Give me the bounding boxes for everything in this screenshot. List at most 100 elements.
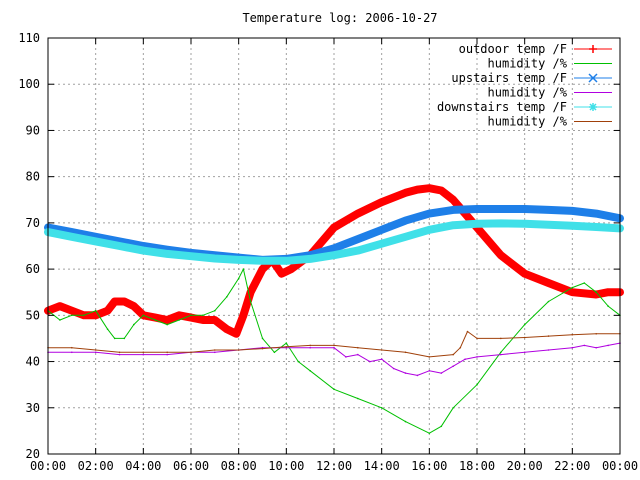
data-point [547,300,550,303]
data-point [166,353,168,356]
data-point [547,335,550,337]
x-tick-label: 04:00 [125,459,161,473]
data-point [452,407,455,409]
data-point [118,351,121,354]
x-tick-label: 06:00 [173,459,209,473]
data-point [357,353,359,356]
data-point [583,344,586,347]
data-point [202,314,204,317]
data-point [451,208,455,212]
data-point [499,207,503,211]
data-point [547,349,550,351]
data-point [415,188,419,192]
data-point [523,351,526,354]
data-point [153,316,157,320]
data-point [213,318,217,322]
data-point [94,309,97,312]
data-point [606,290,610,294]
data-point [380,228,384,232]
legend-label: outdoor temp /F [459,42,567,56]
legend-label: humidity /% [488,115,568,129]
data-point [237,258,241,262]
data-point [595,291,597,294]
data-point [190,351,192,354]
data-point [475,207,479,211]
data-point [214,309,216,312]
y-tick-label: 100 [18,77,40,91]
data-point [234,332,238,336]
data-point [285,342,288,344]
data-point [273,351,276,354]
data-point [380,242,384,246]
data-point [356,237,360,241]
data-point [178,319,180,321]
x-axis: 00:00 02:00 04:00 06:00 08:00 10:00 12:00 14:00… [30,38,638,473]
data-point [476,337,478,340]
data-point [570,209,574,213]
data-point [297,360,300,363]
data-point [237,349,240,351]
data-point [523,336,526,339]
y-tick-label: 70 [26,216,40,230]
data-point [309,346,312,349]
data-point [122,300,126,303]
y-tick-label: 60 [26,262,40,276]
data-point [475,222,479,226]
data-point [213,257,217,260]
data-point [70,309,74,313]
data-point [123,337,126,340]
data-point [285,346,288,348]
data-point [94,239,98,243]
data-point [71,351,73,354]
data-point [440,372,443,374]
data-point [499,253,503,257]
data-point [166,323,168,326]
data-point [189,254,193,258]
data-point [261,267,264,271]
x-tick-label: 00:00 [602,459,638,473]
x-tick-label: 16:00 [411,459,447,473]
data-point [237,277,240,280]
x-tick-label: 12:00 [316,459,352,473]
data-point [309,344,312,347]
y-tick-label: 90 [26,123,40,137]
data-point [214,349,216,351]
data-point [466,330,469,333]
plot-series [44,184,624,435]
data-point [404,351,407,354]
data-point [165,318,169,322]
data-point [428,432,431,435]
data-point [404,420,407,423]
data-point [133,323,135,326]
y-tick-label: 20 [26,447,40,461]
series-1 [47,268,621,435]
data-point [427,212,431,216]
series-5 [47,330,621,358]
data-point [332,253,336,257]
data-point [94,349,97,351]
data-point [309,370,312,372]
x-tick-label: 14:00 [364,459,400,473]
data-point [583,282,586,284]
x-tick-label: 08:00 [221,459,257,473]
data-point [427,228,431,232]
data-point [500,353,502,356]
data-point [201,318,205,322]
data-point [249,300,252,303]
data-point [476,383,478,386]
data-point [308,257,312,261]
data-point [333,344,335,347]
data-point [190,314,192,317]
data-point [83,314,85,317]
data-point [380,358,383,361]
data-point [439,189,443,192]
data-point [225,327,229,331]
x-tick-label: 00:00 [30,459,66,473]
data-point [570,224,574,228]
data-point [523,207,527,211]
data-point [404,235,407,239]
data-point [416,374,419,377]
data-point [523,323,526,326]
